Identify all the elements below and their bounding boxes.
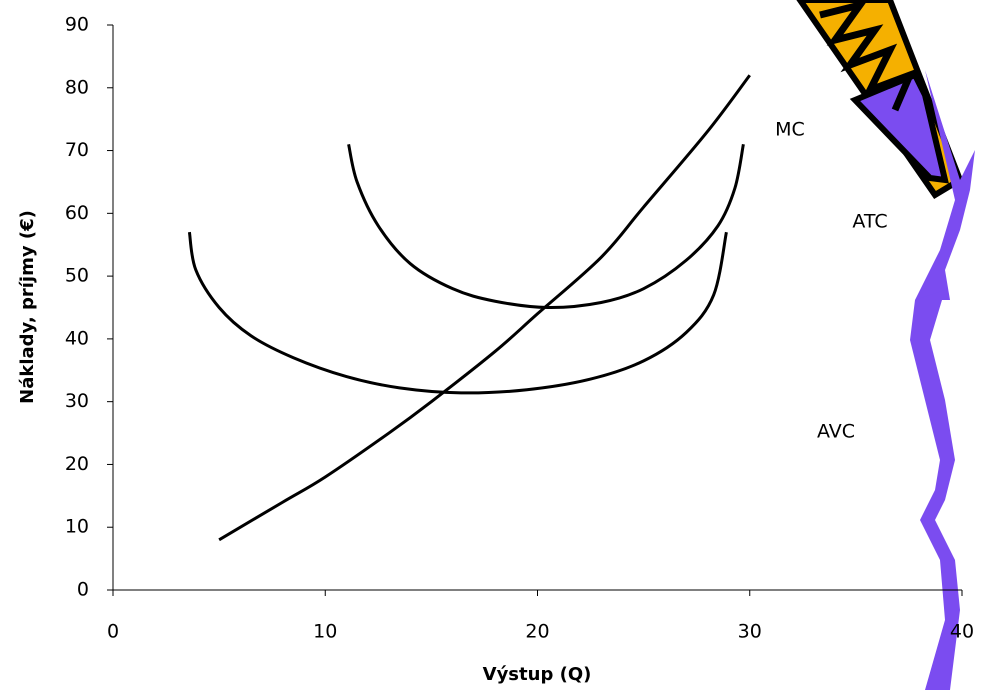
- y-tick-label: 10: [65, 516, 89, 538]
- y-tick-label: 90: [65, 14, 89, 36]
- x-tick-label: 0: [107, 621, 119, 643]
- series-line: [219, 75, 750, 540]
- curve-label: ATC: [852, 211, 887, 233]
- y-tick-label: 70: [65, 139, 89, 161]
- y-axis-title: Náklady, príjmy (€): [17, 210, 38, 404]
- y-tick-label: 0: [77, 579, 89, 601]
- y-tick-label: 30: [65, 390, 89, 412]
- y-tick-label: 80: [65, 76, 89, 98]
- pencil-decoration: [800, 0, 975, 690]
- y-tick-label: 60: [65, 202, 89, 224]
- x-tick-label: 30: [738, 621, 762, 643]
- y-tick-label: 40: [65, 327, 89, 349]
- y-tick-label: 50: [65, 265, 89, 287]
- x-tick-label: 20: [525, 621, 549, 643]
- series-line: [349, 144, 744, 307]
- chart: Výstup (Q) Náklady, príjmy (€) 0 10 20 30 40…: [0, 0, 986, 690]
- series-line: [189, 232, 726, 393]
- x-axis-title: Výstup (Q): [483, 664, 592, 685]
- curve-label: MC: [775, 119, 805, 141]
- y-tick-label: 20: [65, 453, 89, 475]
- x-tick-label: 40: [950, 621, 974, 643]
- curve-label: AVC: [817, 421, 855, 443]
- x-tick-label: 10: [313, 621, 337, 643]
